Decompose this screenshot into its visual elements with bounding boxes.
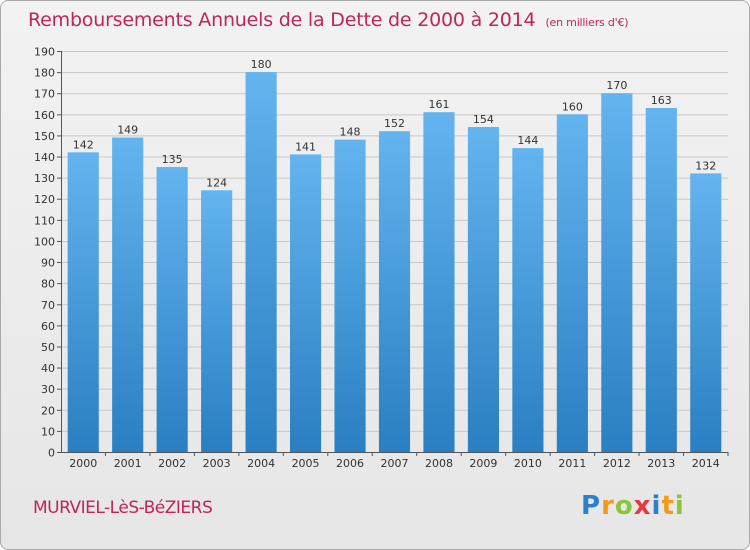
x-tick-label: 2002 xyxy=(158,457,186,470)
x-tick-label: 2012 xyxy=(603,457,631,470)
x-tick-label: 2013 xyxy=(647,457,675,470)
labels: 0 10 20 30 40 50 60 70 80 90 100 110 120 130 140 150 160… xyxy=(34,46,720,471)
logo-letter: o xyxy=(614,491,634,521)
data-label: 154 xyxy=(473,113,494,126)
y-tick-label: 150 xyxy=(34,130,55,143)
x-tick-label: 2007 xyxy=(381,457,409,470)
bar xyxy=(378,131,411,452)
logo-letter: t xyxy=(661,491,675,521)
chart-unit: (en milliers d'€) xyxy=(545,16,629,29)
logo-letter: r xyxy=(601,491,615,521)
y-tick-label: 70 xyxy=(41,299,55,312)
bar xyxy=(290,154,322,453)
y-tick-label: 190 xyxy=(34,46,55,59)
y-tick-label: 120 xyxy=(34,193,55,206)
bars xyxy=(67,72,722,453)
y-tick-label: 60 xyxy=(41,320,55,333)
data-label: 160 xyxy=(562,100,583,113)
y-tick-label: 40 xyxy=(41,362,55,375)
y-tick-label: 90 xyxy=(41,257,55,270)
bar xyxy=(156,167,188,452)
bar xyxy=(334,139,366,453)
bar xyxy=(201,190,233,452)
x-tick-label: 2008 xyxy=(425,457,453,470)
bar xyxy=(67,152,99,452)
data-label: 152 xyxy=(384,117,405,130)
x-tick-label: 2010 xyxy=(514,457,542,470)
x-tick-label: 2005 xyxy=(292,457,320,470)
x-tick-label: 2000 xyxy=(69,457,97,470)
y-tick-label: 80 xyxy=(41,278,55,291)
commune-name: MURVIEL-LèS-BéZIERS xyxy=(33,498,213,518)
bar xyxy=(556,114,588,452)
data-label: 163 xyxy=(651,94,672,107)
proxiti-logo: Proxiti xyxy=(581,491,685,521)
y-tick-label: 100 xyxy=(34,235,55,248)
bar xyxy=(690,173,722,452)
bar xyxy=(645,107,677,453)
data-label: 135 xyxy=(162,153,183,166)
data-label: 144 xyxy=(517,134,538,147)
data-label: 148 xyxy=(340,126,361,139)
x-tick-label: 2014 xyxy=(692,457,720,470)
x-tick-label: 2004 xyxy=(247,457,275,470)
data-label: 141 xyxy=(295,140,316,153)
data-label: 161 xyxy=(428,98,449,111)
y-tick-label: 0 xyxy=(48,447,55,460)
logo-letter: i xyxy=(651,491,662,521)
y-tick-label: 20 xyxy=(41,404,55,417)
bar xyxy=(112,137,144,452)
x-tick-label: 2006 xyxy=(336,457,364,470)
y-tick-label: 50 xyxy=(41,341,55,354)
x-tick-label: 2009 xyxy=(469,457,497,470)
y-tick-label: 10 xyxy=(41,425,55,438)
y-tick-label: 180 xyxy=(34,67,55,80)
y-tick-label: 130 xyxy=(34,172,55,185)
y-tick-label: 160 xyxy=(34,109,55,122)
bar xyxy=(512,148,544,452)
logo-letter: i xyxy=(674,491,685,521)
y-tick-label: 110 xyxy=(34,214,55,227)
data-label: 124 xyxy=(206,176,227,189)
x-tick-label: 2001 xyxy=(114,457,142,470)
chart-title-text: Remboursements Annuels de la Dette de 20… xyxy=(28,9,536,31)
x-tick-label: 2003 xyxy=(203,457,231,470)
logo-letter: x xyxy=(633,491,652,521)
bar xyxy=(423,112,455,452)
y-tick-label: 30 xyxy=(41,383,55,396)
y-tick-label: 170 xyxy=(34,88,55,101)
axes xyxy=(57,51,729,456)
x-tick-label: 2011 xyxy=(558,457,586,470)
y-tick-label: 140 xyxy=(34,151,55,164)
chart-title: Remboursements Annuels de la Dette de 20… xyxy=(28,9,629,31)
data-label: 149 xyxy=(117,124,138,137)
bar xyxy=(467,126,499,453)
bar xyxy=(601,93,633,453)
data-label: 142 xyxy=(73,138,94,151)
bar xyxy=(245,72,277,453)
data-label: 180 xyxy=(251,58,272,71)
data-label: 132 xyxy=(695,159,716,172)
logo-letter: P xyxy=(581,491,602,521)
data-label: 170 xyxy=(606,79,627,92)
